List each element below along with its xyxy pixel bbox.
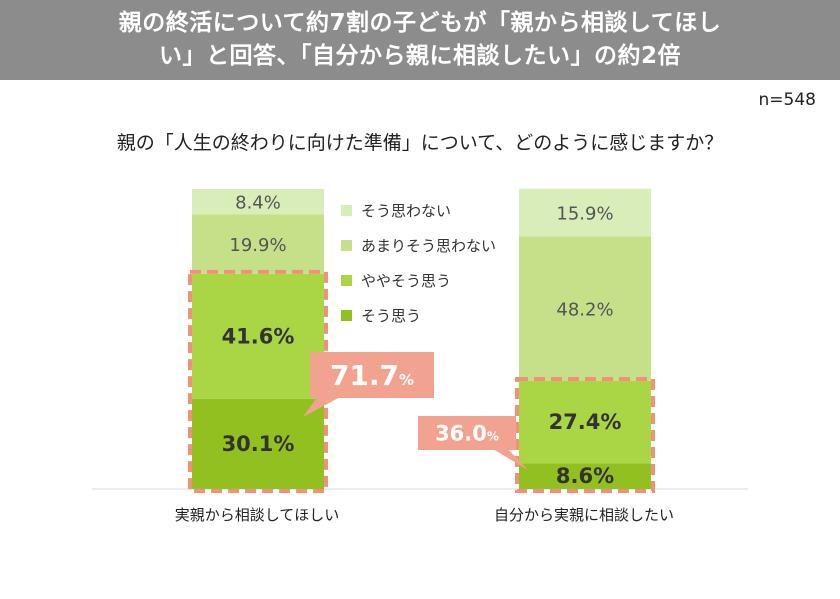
callout-pointer-1 <box>488 446 528 470</box>
data-label-0-1: 41.6% <box>222 324 295 348</box>
legend-swatch-3 <box>341 205 352 216</box>
callouts: 71.7% 36.0% <box>303 352 528 470</box>
data-label-0-2: 19.9% <box>229 235 286 256</box>
category-label-0: 実親から相談してほしい <box>174 506 340 524</box>
callout-text-0: 71.7% <box>330 359 414 392</box>
title-line-1: 親の終活について約7割の子どもが「親から相談してほし <box>118 10 722 36</box>
category-label-1: 自分から実親に相談したい <box>493 506 674 524</box>
bar-segment-0-0 <box>192 398 324 489</box>
callout-box-1 <box>418 416 516 450</box>
callout-pointer-0 <box>303 396 342 417</box>
callout-box-0 <box>310 352 434 398</box>
bars: 30.1% 41.6% 19.9% 8.4% 8.6% 27.4% 48.2% 15.9% <box>188 188 655 493</box>
legend-swatch-2 <box>341 240 352 251</box>
bar-segment-1-1 <box>519 381 651 464</box>
legend-swatch-1 <box>341 275 352 286</box>
bar-segment-0-2 <box>192 214 324 274</box>
bar-segment-1-2 <box>519 236 651 381</box>
legend-label-3: そう思わない <box>361 202 451 220</box>
highlight-box-1 <box>515 377 655 493</box>
title-line-2: い」と回答、「自分から親に相談したい」の約2倍 <box>158 43 681 69</box>
legend-swatch-0 <box>341 310 352 321</box>
sample-size: n=548 <box>758 90 816 110</box>
question-title: 親の「人生の終わりに向けた準備」について、どのように感じますか？ <box>116 132 724 154</box>
data-label-1-2: 48.2% <box>556 300 613 321</box>
bar-segment-0-1 <box>192 273 324 399</box>
bar-segment-1-3 <box>519 188 651 237</box>
legend-label-2: あまりそう思わない <box>361 237 496 255</box>
callout-text-1: 36.0% <box>435 422 499 446</box>
bar-segment-1-0 <box>519 463 651 489</box>
title-banner: 親の終活について約7割の子どもが「親から相談してほし い」と回答、「自分から親に… <box>0 0 840 80</box>
data-label-0-3: 8.4% <box>235 193 281 214</box>
legend-label-0: そう思う <box>361 307 421 325</box>
data-label-1-1: 27.4% <box>549 410 622 434</box>
legend-label-1: ややそう思う <box>361 272 451 290</box>
data-label-1-3: 15.9% <box>556 204 613 225</box>
data-label-1-0: 8.6% <box>556 464 614 488</box>
data-label-0-0: 30.1% <box>222 432 295 456</box>
bar-segment-0-3 <box>192 189 324 215</box>
